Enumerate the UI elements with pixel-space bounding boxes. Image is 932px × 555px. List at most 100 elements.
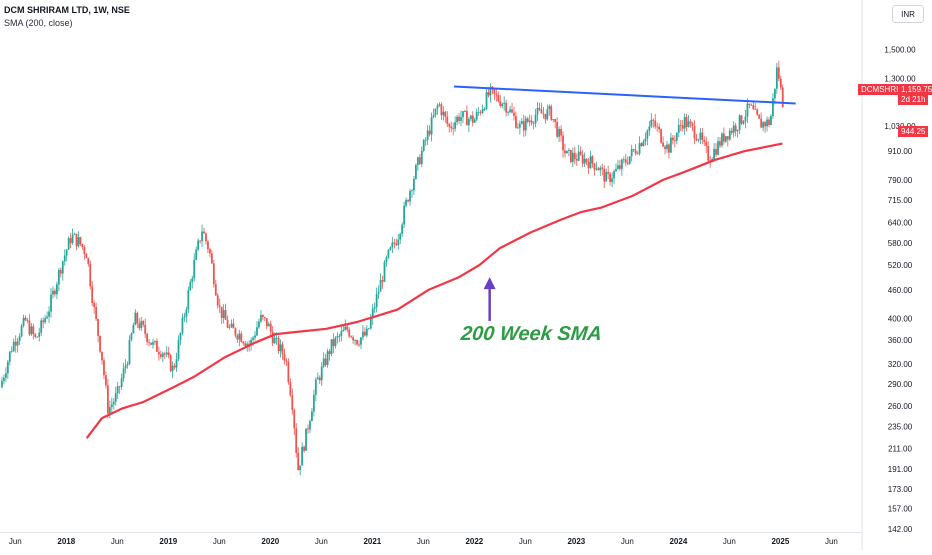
candle-body [295,428,298,453]
candle-body [577,151,580,161]
candle-body [320,366,323,381]
x-tick-label: Jun [723,537,736,546]
candle-body [522,121,525,131]
candle-body [777,67,780,79]
candle-body [752,105,755,110]
candle-body [495,93,498,96]
candle-body [538,108,541,110]
candle-body [444,111,447,117]
candle-body [775,67,778,89]
x-tick-label: Jun [111,537,124,546]
candle-body [475,112,478,120]
candle-body [161,353,164,357]
candle-body [212,263,215,285]
candle-body [226,319,229,328]
candle-body [348,329,351,337]
candle-body [416,157,419,166]
candle-body [458,116,460,121]
resistance-trendline [453,85,796,105]
candle-body [699,132,702,140]
candle-body [773,88,776,99]
candle-body [642,141,645,147]
candle-body [585,158,588,163]
candle-body [150,342,152,345]
candle-body [222,310,225,318]
candle-body [589,156,592,169]
candle-body [562,135,564,151]
candle-body [267,323,270,327]
candle-body [701,132,704,141]
currency-button[interactable]: INR [892,5,924,23]
candle-body [434,108,437,116]
symbol-title[interactable]: DCM SHRIRAM LTD, 1W, NSE [4,5,130,15]
candle-body [677,125,680,133]
candle-body [438,104,441,106]
candle-body [352,337,355,341]
candle-body [201,231,203,242]
candle-body [413,178,415,191]
candle-body [617,165,619,169]
candle-body [566,150,568,154]
candle-body [252,337,254,340]
y-tick-label: 290.00 [888,380,913,389]
candle-body [564,150,566,154]
candle-body [218,305,221,307]
candle-body [69,238,72,244]
candle-body [385,257,388,262]
candle-body [628,156,631,164]
candle-body [426,130,429,141]
candle-body [163,353,166,355]
candle-body [54,290,56,295]
x-tick-label: Jun [417,537,430,546]
candle-body [46,316,48,319]
candle-body [609,173,612,182]
candle-body [497,95,500,102]
candle-body [554,119,557,122]
candle-body [724,136,727,142]
candle-body [338,336,341,337]
x-tick-label: 2021 [363,537,381,546]
candle-body [509,109,511,113]
candle-body [568,149,570,151]
candle-body [18,336,21,341]
candle-body [748,103,751,105]
candle-body [411,190,413,192]
candle-body [493,89,496,94]
candle-body [48,311,50,317]
candle-body [124,365,127,369]
candle-body [175,359,178,368]
candle-body [730,130,733,133]
candle-body [375,293,378,308]
candle-body [128,339,131,365]
candle-body [289,382,292,396]
candle-body [24,317,27,321]
candle-body [187,290,190,310]
candle-body [120,378,123,387]
candle-body [548,106,551,110]
candle-body [322,358,325,367]
candle-body [312,394,315,412]
candle-body [358,344,360,346]
candle-body [75,233,78,247]
candle-body [173,365,176,368]
candle-body [483,108,486,110]
candle-body [191,278,194,282]
y-tick-label: 910.00 [888,147,913,156]
candle-body [154,341,156,343]
x-tick-label: 2019 [159,537,177,546]
candle-body [750,104,753,106]
candle-body [626,162,629,164]
candle-body [20,325,23,337]
candle-body [112,401,115,405]
sma-indicator-label[interactable]: SMA (200, close) [4,18,73,28]
candle-body [311,411,313,422]
candle-body [91,286,94,303]
candle-body [579,151,582,155]
candle-body [450,126,453,129]
candle-body [63,255,66,262]
candle-body [181,317,184,334]
candle-body [106,385,109,414]
y-tick-label: 360.00 [888,336,913,345]
candle-body [414,165,417,179]
